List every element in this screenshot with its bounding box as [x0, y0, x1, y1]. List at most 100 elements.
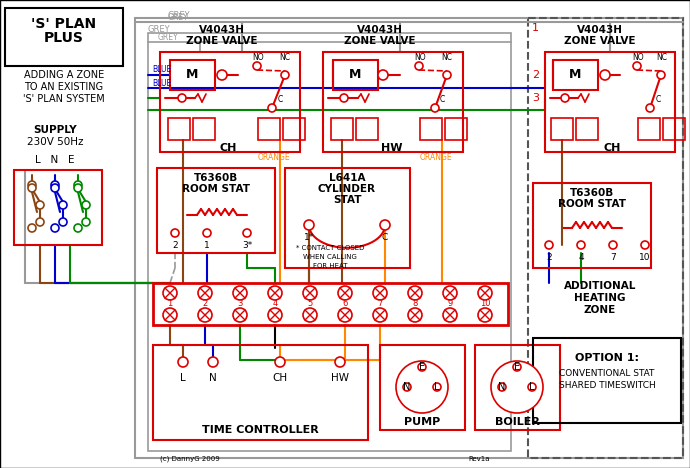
Circle shape: [513, 363, 521, 371]
Bar: [553, 60, 598, 90]
Circle shape: [171, 229, 179, 237]
Circle shape: [268, 308, 282, 322]
Text: L641A: L641A: [328, 173, 365, 183]
Text: L: L: [180, 373, 186, 383]
Circle shape: [59, 201, 67, 209]
Circle shape: [340, 94, 348, 102]
Text: 10: 10: [480, 300, 491, 308]
Bar: [283, 118, 305, 140]
Text: ORANGE: ORANGE: [420, 154, 453, 162]
Text: M: M: [349, 68, 361, 81]
Circle shape: [657, 71, 665, 79]
Text: ZONE VALVE: ZONE VALVE: [186, 36, 258, 46]
Text: GREY: GREY: [148, 25, 170, 35]
Bar: [475, 345, 560, 430]
Text: 7: 7: [610, 254, 616, 263]
Circle shape: [373, 308, 387, 322]
Text: CH: CH: [603, 143, 621, 153]
Circle shape: [82, 218, 90, 226]
Bar: [153, 283, 508, 325]
Circle shape: [304, 220, 314, 230]
Text: 3*: 3*: [242, 241, 252, 249]
Circle shape: [303, 286, 317, 300]
Text: NC: NC: [279, 53, 290, 63]
Circle shape: [268, 286, 282, 300]
Bar: [160, 52, 300, 152]
Text: ZONE VALVE: ZONE VALVE: [564, 36, 635, 46]
Circle shape: [380, 220, 390, 230]
Text: 230V 50Hz: 230V 50Hz: [27, 137, 83, 147]
Bar: [576, 118, 598, 140]
Text: CH: CH: [273, 373, 288, 383]
Circle shape: [243, 229, 251, 237]
Text: BLUE: BLUE: [152, 65, 171, 73]
Circle shape: [178, 94, 186, 102]
Bar: [333, 60, 378, 90]
Text: GREY: GREY: [168, 10, 190, 20]
Text: 1*: 1*: [304, 233, 314, 241]
Text: NO: NO: [414, 53, 426, 63]
Circle shape: [443, 308, 457, 322]
Circle shape: [163, 286, 177, 300]
Text: CYLINDER: CYLINDER: [318, 184, 376, 194]
Text: (c) DannyG 2009: (c) DannyG 2009: [160, 456, 219, 462]
Text: NC: NC: [442, 53, 453, 63]
Text: 10: 10: [639, 254, 651, 263]
Bar: [551, 118, 573, 140]
Text: L   N   E: L N E: [35, 155, 75, 165]
Text: L: L: [529, 382, 535, 392]
Circle shape: [51, 184, 59, 192]
Bar: [445, 118, 467, 140]
Bar: [331, 118, 353, 140]
Circle shape: [478, 286, 492, 300]
Text: C: C: [382, 233, 388, 241]
Text: 6: 6: [342, 300, 348, 308]
Circle shape: [577, 241, 585, 249]
Circle shape: [74, 181, 82, 189]
Text: BLUE: BLUE: [152, 79, 171, 88]
Circle shape: [51, 181, 59, 189]
Text: 1: 1: [168, 300, 172, 308]
Text: STAT: STAT: [333, 195, 362, 205]
Text: TIME CONTROLLER: TIME CONTROLLER: [201, 425, 318, 435]
Circle shape: [208, 357, 218, 367]
Circle shape: [275, 357, 285, 367]
Text: PLUS: PLUS: [44, 31, 84, 45]
Bar: [153, 345, 368, 440]
Circle shape: [59, 218, 67, 226]
Bar: [258, 118, 280, 140]
Text: L: L: [434, 382, 440, 392]
Circle shape: [268, 104, 276, 112]
Text: 2: 2: [532, 70, 539, 80]
Circle shape: [491, 361, 543, 413]
Text: 9: 9: [447, 300, 453, 308]
Text: GREY: GREY: [168, 14, 188, 22]
Text: 5: 5: [307, 300, 313, 308]
Circle shape: [403, 383, 411, 391]
Circle shape: [253, 62, 261, 70]
Text: 7: 7: [377, 300, 383, 308]
Bar: [285, 168, 410, 268]
Circle shape: [335, 357, 345, 367]
Bar: [193, 118, 215, 140]
Circle shape: [378, 70, 388, 80]
Text: GREY: GREY: [158, 34, 179, 43]
Circle shape: [433, 383, 441, 391]
Text: 3: 3: [532, 93, 539, 103]
Text: ZONE VALVE: ZONE VALVE: [344, 36, 416, 46]
Bar: [380, 345, 465, 430]
Bar: [356, 118, 378, 140]
Bar: [533, 338, 681, 423]
Circle shape: [408, 308, 422, 322]
Text: 2: 2: [172, 241, 178, 249]
Circle shape: [163, 308, 177, 322]
Circle shape: [545, 241, 553, 249]
Circle shape: [217, 70, 227, 80]
Bar: [148, 33, 511, 451]
Text: 8: 8: [413, 300, 417, 308]
Circle shape: [82, 201, 90, 209]
Text: V4043H: V4043H: [199, 25, 245, 35]
Text: ZONE: ZONE: [584, 305, 616, 315]
Text: E: E: [514, 362, 520, 372]
Text: ROOM STAT: ROOM STAT: [182, 184, 250, 194]
